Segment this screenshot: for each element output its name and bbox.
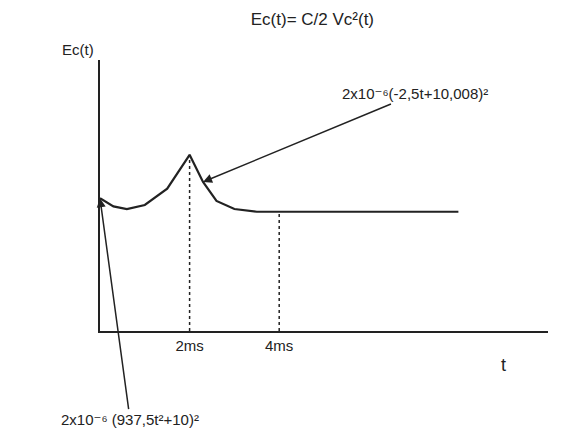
svg-text:2ms: 2ms <box>175 337 203 354</box>
svg-text:Ec(t): Ec(t) <box>62 41 94 58</box>
svg-text:2x10⁻⁶(-2,5t+10,008)²: 2x10⁻⁶(-2,5t+10,008)² <box>342 85 488 102</box>
svg-text:2x10⁻⁶ (937,5t²+10)²: 2x10⁻⁶ (937,5t²+10)² <box>61 411 199 428</box>
svg-text:Ec(t)= C/2 Vc²(t): Ec(t)= C/2 Vc²(t) <box>251 10 374 29</box>
svg-text:t: t <box>501 355 506 375</box>
svg-text:4ms: 4ms <box>265 337 293 354</box>
